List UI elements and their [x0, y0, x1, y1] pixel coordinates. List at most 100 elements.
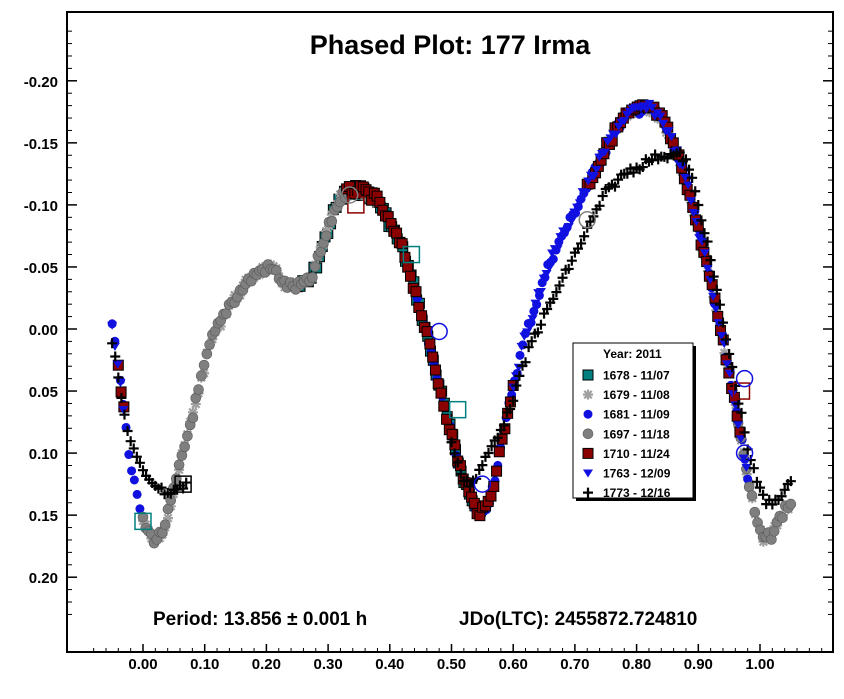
- data-point-3: [204, 339, 215, 350]
- data-point-5: [741, 463, 752, 472]
- legend: Year: 2011 1678 - 11/07 1679 - 11/08 1681 …: [572, 342, 696, 501]
- data-point-6: [572, 243, 583, 254]
- data-point-6: [554, 280, 565, 291]
- data-point-6: [563, 263, 574, 274]
- legend-entry-label: 1678 - 11/07: [603, 369, 670, 383]
- data-point-6: [702, 236, 713, 247]
- data-point-6: [721, 334, 732, 345]
- data-point-6: [122, 425, 133, 436]
- data-point-3: [182, 430, 193, 442]
- x-tick-label: 0.50: [437, 656, 466, 673]
- legend-entry-label: 1681 - 11/09: [603, 408, 670, 422]
- legend-entry-label: 1763 - 12/09: [603, 467, 671, 481]
- data-point-6: [751, 476, 762, 487]
- x-tick-label: 0.60: [499, 656, 528, 673]
- data-point-6: [711, 284, 722, 295]
- data-point-5: [680, 173, 691, 182]
- data-points: [107, 99, 797, 549]
- data-point-5: [112, 360, 123, 369]
- data-point-3: [137, 511, 149, 523]
- data-point-6: [576, 238, 587, 249]
- data-point-1: [326, 209, 337, 220]
- data-point-6: [705, 255, 716, 266]
- data-point-6: [736, 407, 747, 418]
- data-point-6: [551, 287, 562, 298]
- data-point-5: [516, 342, 527, 351]
- data-point-3: [173, 459, 185, 471]
- chart-title: Phased Plot: 177 Irma: [310, 30, 592, 60]
- data-point-6: [128, 443, 139, 454]
- data-point-6: [684, 164, 695, 175]
- data-point-4: [396, 238, 408, 250]
- data-point-6: [727, 362, 738, 373]
- data-point-2: [583, 409, 593, 419]
- data-point-6: [566, 255, 577, 266]
- data-point-3: [159, 519, 171, 530]
- data-point-6: [508, 395, 519, 406]
- highlight-circle: [735, 369, 754, 388]
- data-point-5: [647, 103, 658, 112]
- y-tick-label: -0.20: [24, 74, 58, 91]
- data-point-3: [187, 412, 199, 424]
- data-point-5: [733, 421, 744, 430]
- data-point-3: [201, 348, 213, 360]
- data-point-3: [749, 506, 761, 518]
- data-point-4: [391, 227, 403, 239]
- data-point-5: [688, 209, 699, 218]
- data-point-6: [449, 448, 460, 459]
- data-point-6: [585, 216, 596, 227]
- data-point-6: [674, 147, 685, 158]
- data-point-6: [610, 181, 621, 192]
- data-point-5: [524, 323, 535, 332]
- data-point-2: [135, 504, 145, 514]
- data-point-2: [132, 489, 142, 499]
- data-point-4: [399, 251, 411, 263]
- y-tick-label: 0.20: [29, 570, 58, 587]
- data-point-4: [432, 378, 444, 390]
- data-point-6: [594, 200, 605, 211]
- highlight-circle: [473, 475, 492, 493]
- data-point-6: [483, 448, 494, 459]
- data-point-6: [613, 174, 624, 185]
- data-point-5: [560, 229, 571, 238]
- data-point-3: [768, 525, 780, 537]
- data-point-4: [410, 286, 422, 298]
- data-point-6: [455, 468, 466, 479]
- data-point-6: [755, 482, 765, 493]
- data-point-1: [162, 513, 173, 524]
- data-point-6: [110, 351, 121, 362]
- data-point-6: [486, 441, 497, 452]
- highlighted-points: [134, 186, 754, 531]
- data-point-5: [535, 288, 546, 297]
- data-point-6: [181, 477, 192, 488]
- data-point-5: [107, 321, 118, 330]
- data-point-2: [515, 350, 525, 360]
- x-tick-label: 0.30: [313, 656, 342, 673]
- data-point-5: [697, 237, 708, 246]
- data-point-3: [582, 428, 594, 440]
- x-tick-label: 0.90: [684, 656, 713, 673]
- data-point-5: [580, 188, 591, 197]
- legend-entry-label: 1697 - 11/18: [603, 427, 670, 441]
- data-point-3: [785, 498, 797, 510]
- data-point-6: [733, 398, 744, 409]
- x-tick-label: 0.10: [190, 656, 219, 673]
- data-point-5: [666, 133, 677, 142]
- highlight-circle: [735, 444, 754, 462]
- data-point-1: [583, 389, 593, 400]
- data-point-6: [583, 487, 593, 498]
- plot-frame: [66, 11, 834, 653]
- data-point-4: [427, 351, 439, 363]
- data-point-5: [716, 332, 727, 341]
- data-point-3: [315, 246, 326, 258]
- highlight-square: [174, 475, 192, 493]
- data-point-6: [758, 489, 769, 500]
- data-point-3: [162, 503, 174, 515]
- data-point-4: [421, 326, 433, 338]
- data-point-5: [702, 264, 713, 273]
- x-tick-label: 0.40: [375, 656, 404, 673]
- data-point-5: [727, 390, 738, 399]
- data-point-6: [548, 293, 559, 304]
- data-point-6: [579, 231, 590, 242]
- data-point-3: [307, 272, 318, 283]
